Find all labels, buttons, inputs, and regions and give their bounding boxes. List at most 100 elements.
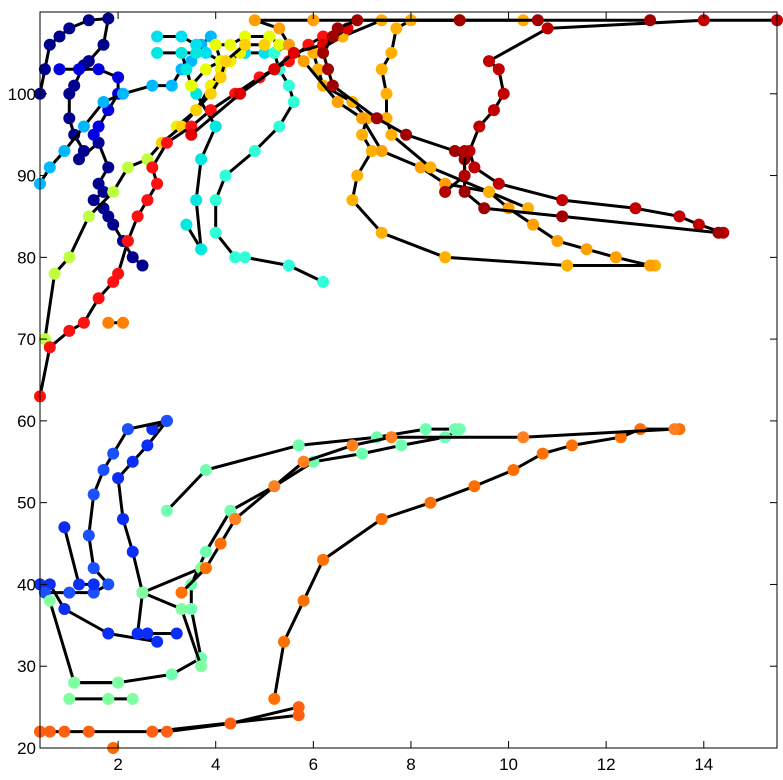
data-point xyxy=(356,112,369,125)
data-point xyxy=(199,545,212,558)
data-point xyxy=(165,79,178,92)
data-point xyxy=(43,38,56,51)
data-point xyxy=(492,63,505,76)
data-point xyxy=(63,22,76,35)
data-point xyxy=(102,692,115,705)
data-point xyxy=(112,267,125,280)
data-point xyxy=(517,431,530,444)
data-point xyxy=(609,251,622,264)
data-point xyxy=(141,194,154,207)
data-point xyxy=(692,218,705,231)
series-4 xyxy=(58,521,100,591)
data-point xyxy=(190,38,203,51)
data-point xyxy=(126,251,139,264)
data-point xyxy=(536,447,549,460)
data-point xyxy=(68,676,81,689)
series-17 xyxy=(185,30,286,92)
x-tick-label: 6 xyxy=(309,755,318,774)
data-point xyxy=(43,725,56,738)
data-point xyxy=(458,169,471,182)
x-tick-label: 12 xyxy=(597,755,616,774)
data-point xyxy=(531,14,544,27)
data-point xyxy=(419,423,432,436)
data-point xyxy=(356,128,369,141)
data-point xyxy=(492,177,505,190)
y-tick-label: 70 xyxy=(17,330,36,349)
data-point xyxy=(160,725,173,738)
series-5 xyxy=(141,627,183,640)
data-point xyxy=(87,578,100,591)
data-point xyxy=(43,594,56,607)
data-point xyxy=(38,63,51,76)
data-point xyxy=(87,586,100,599)
data-point xyxy=(439,251,452,264)
x-tick-label: 10 xyxy=(499,755,518,774)
series-layer xyxy=(34,12,783,754)
data-point xyxy=(112,676,125,689)
data-point xyxy=(136,586,149,599)
data-point xyxy=(448,145,461,157)
x-tick-label: 2 xyxy=(113,755,122,774)
data-point xyxy=(199,562,212,575)
data-point xyxy=(102,316,115,329)
data-point xyxy=(390,22,403,35)
data-point xyxy=(53,30,66,43)
data-point xyxy=(297,455,310,468)
data-point xyxy=(199,63,212,76)
series-24 xyxy=(34,701,305,738)
data-point xyxy=(375,63,388,76)
data-point xyxy=(424,496,437,509)
y-tick-label: 80 xyxy=(17,248,36,267)
data-point xyxy=(73,153,85,166)
data-point xyxy=(63,692,76,705)
data-point xyxy=(63,586,76,599)
data-point xyxy=(219,55,232,68)
y-tick-label: 40 xyxy=(17,575,36,594)
data-point xyxy=(297,55,310,68)
data-point xyxy=(107,218,120,231)
data-point xyxy=(580,243,593,256)
data-point xyxy=(239,30,251,43)
data-point xyxy=(214,71,227,84)
y-tick-label: 50 xyxy=(17,494,36,513)
series-14 xyxy=(160,423,461,517)
data-point xyxy=(126,455,139,468)
data-point xyxy=(107,185,120,198)
data-point xyxy=(180,218,193,231)
data-point xyxy=(87,562,100,575)
data-point xyxy=(121,161,134,174)
data-point xyxy=(287,46,300,59)
data-point xyxy=(117,513,129,525)
data-point xyxy=(185,79,198,92)
y-tick-label: 100 xyxy=(8,85,36,104)
data-point xyxy=(63,87,76,100)
data-point xyxy=(385,128,398,141)
series-23 xyxy=(102,316,129,329)
data-point xyxy=(170,627,183,640)
data-point xyxy=(63,324,76,337)
data-point xyxy=(644,14,657,27)
data-point xyxy=(185,603,198,615)
data-point xyxy=(273,38,286,51)
data-point xyxy=(468,161,481,174)
data-point xyxy=(556,210,569,223)
data-point xyxy=(219,169,232,182)
data-point xyxy=(87,194,100,207)
data-point xyxy=(375,513,388,525)
data-point xyxy=(204,104,217,117)
data-point xyxy=(53,63,66,76)
data-point xyxy=(561,259,574,272)
data-point xyxy=(224,717,237,730)
series-11 xyxy=(63,692,139,705)
data-point xyxy=(239,251,251,264)
data-point xyxy=(317,275,330,288)
data-point xyxy=(697,14,710,27)
data-point xyxy=(385,46,398,59)
data-point xyxy=(473,120,486,133)
data-point xyxy=(258,38,271,51)
data-point xyxy=(380,87,393,100)
data-point xyxy=(375,226,388,239)
data-point xyxy=(175,46,188,59)
data-point xyxy=(317,46,330,59)
data-point xyxy=(63,112,76,125)
